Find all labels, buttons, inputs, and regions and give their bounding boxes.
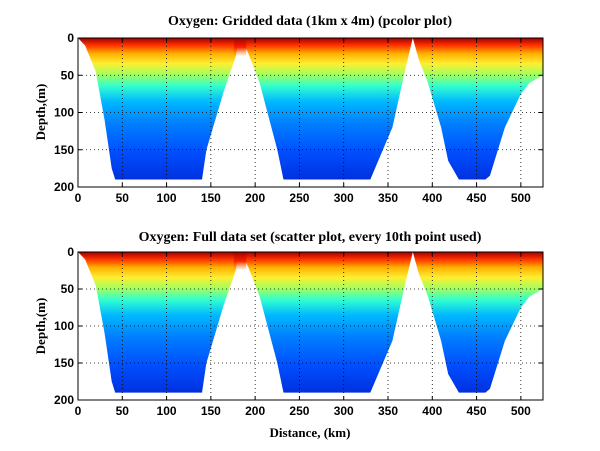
scatter-xlabel: Distance, (km) (270, 425, 351, 440)
y-tick-label: 0 (67, 245, 74, 259)
x-tick-label: 400 (422, 191, 442, 205)
y-tick-label: 0 (67, 31, 74, 45)
x-tick-label: 350 (378, 404, 398, 418)
scatter-ylabel: Depth,(m) (33, 298, 48, 355)
x-tick-label: 100 (157, 191, 177, 205)
y-tick-label: 200 (54, 393, 74, 407)
y-tick-label: 50 (61, 282, 75, 296)
x-tick-label: 450 (467, 404, 487, 418)
x-tick-label: 200 (245, 191, 265, 205)
oxygen-field (78, 38, 543, 180)
x-tick-label: 300 (334, 404, 354, 418)
y-tick-label: 100 (54, 106, 74, 120)
x-tick-label: 100 (157, 404, 177, 418)
x-tick-label: 200 (245, 404, 265, 418)
x-tick-label: 300 (334, 191, 354, 205)
gridded-ylabel: Depth,(m) (33, 84, 48, 141)
surface-plume (233, 252, 247, 271)
x-tick-label: 50 (116, 404, 130, 418)
oxygen-field (78, 252, 543, 393)
x-tick-label: 500 (511, 404, 531, 418)
surface-plume (233, 38, 247, 57)
x-tick-label: 500 (511, 191, 531, 205)
x-tick-label: 150 (201, 191, 221, 205)
x-tick-label: 450 (467, 191, 487, 205)
x-tick-label: 0 (75, 191, 82, 205)
x-tick-label: 400 (422, 404, 442, 418)
gridded-panel: Oxygen: Gridded data (1km x 4m) (pcolor … (33, 14, 544, 205)
x-tick-label: 0 (75, 404, 82, 418)
x-tick-label: 250 (289, 404, 309, 418)
x-tick-label: 50 (116, 191, 130, 205)
y-tick-label: 150 (54, 143, 74, 157)
y-tick-label: 100 (54, 319, 74, 333)
y-tick-label: 150 (54, 356, 74, 370)
y-tick-label: 50 (61, 68, 75, 82)
y-tick-label: 200 (54, 180, 74, 194)
x-tick-label: 350 (378, 191, 398, 205)
scatter-panel: Oxygen: Full data set (scatter plot, eve… (33, 230, 544, 440)
x-tick-label: 250 (289, 191, 309, 205)
x-tick-label: 150 (201, 404, 221, 418)
scatter-title: Oxygen: Full data set (scatter plot, eve… (139, 230, 482, 245)
gridded-title: Oxygen: Gridded data (1km x 4m) (pcolor … (168, 14, 452, 29)
